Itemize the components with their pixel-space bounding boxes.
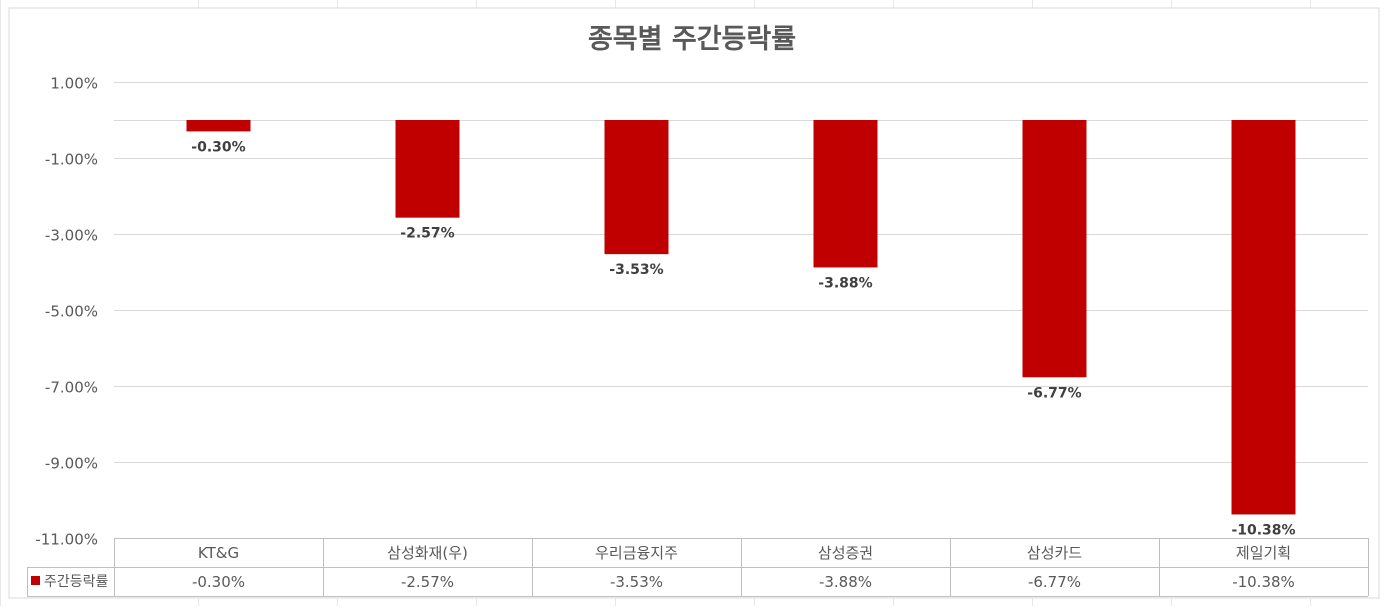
data-label: -10.38% (1231, 522, 1295, 538)
data-label: -2.57% (400, 226, 454, 242)
y-tick-label: -5.00% (45, 303, 98, 321)
category-label: 제일기획 (1236, 544, 1291, 562)
y-tick-label: -3.00% (45, 227, 98, 245)
bar[interactable] (395, 120, 460, 218)
category-label: 우리금융지주 (595, 544, 678, 562)
table-value: -2.57% (401, 573, 454, 591)
bar[interactable] (604, 120, 669, 255)
y-tick-label: 1.00% (50, 75, 98, 93)
chart-area[interactable] (8, 7, 1380, 599)
bar-series (186, 120, 1296, 515)
data-labels: -0.30% -2.57% -3.53% -3.88% -6.77% -10.38% (191, 139, 1295, 538)
bar[interactable] (813, 120, 878, 268)
table-value: -10.38% (1232, 573, 1295, 591)
bar[interactable] (1231, 120, 1296, 515)
legend-key (31, 576, 40, 585)
category-label: KT&G (198, 544, 239, 562)
category-label: 삼성카드 (1027, 544, 1082, 562)
series-name: 주간등락률 (44, 574, 109, 590)
y-tick-label: -11.00% (35, 531, 98, 549)
y-axis-tick-labels: 1.00% -1.00% -3.00% -5.00% -7.00% -9.00% -11.0… (35, 75, 98, 549)
table-value: -3.53% (610, 573, 663, 591)
y-tick-label: -7.00% (45, 379, 98, 397)
bar[interactable] (186, 120, 251, 132)
table-value: -3.88% (819, 573, 872, 591)
table-value: -6.77% (1028, 573, 1081, 591)
category-label: 삼성증권 (818, 544, 873, 562)
chart-title: 종목별 주간등락률 (588, 24, 796, 55)
category-label: 삼성화재(우) (387, 544, 468, 562)
y-tick-label: -9.00% (45, 455, 98, 473)
table-value: -0.30% (192, 573, 245, 591)
data-label: -6.77% (1027, 385, 1081, 401)
data-table: KT&G -0.30% 삼성화재(우) -2.57% 우리금융지주 -3.53% 삼성증권 -… (27, 538, 1369, 597)
data-label: -0.30% (191, 139, 245, 155)
y-tick-label: -1.00% (45, 151, 98, 169)
data-label: -3.88% (818, 275, 872, 291)
bar[interactable] (1022, 120, 1087, 378)
data-label: -3.53% (609, 262, 663, 278)
